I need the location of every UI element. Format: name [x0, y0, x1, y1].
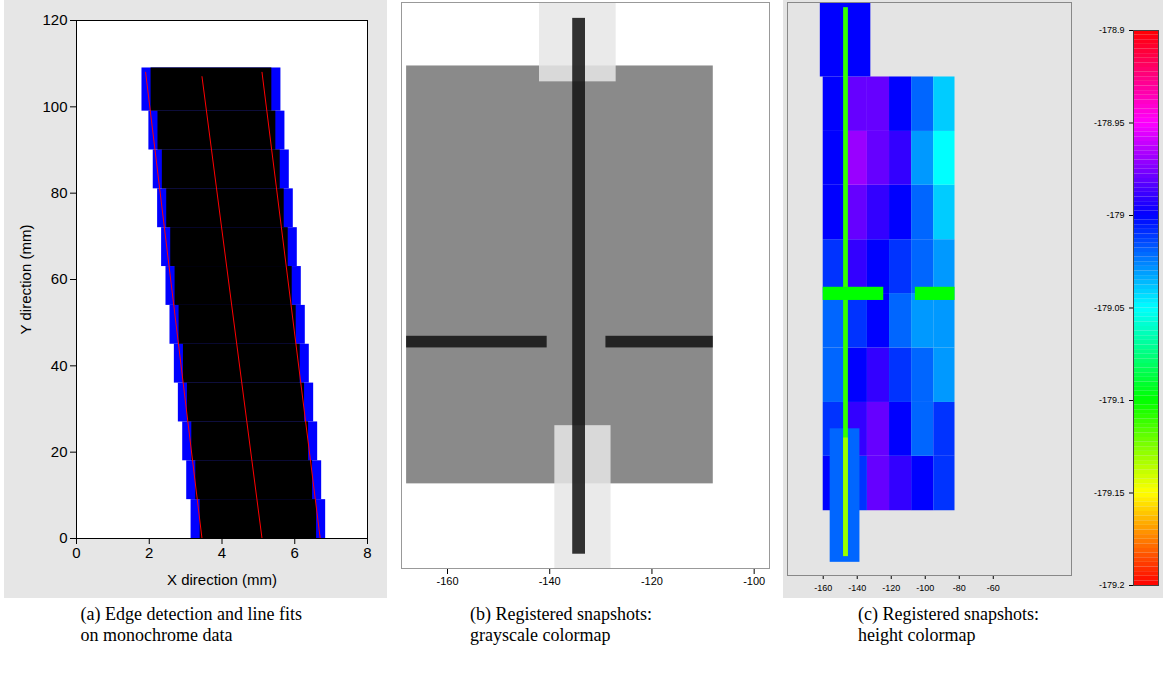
svg-text:100: 100	[42, 98, 67, 115]
svg-text:40: 40	[51, 357, 68, 374]
svg-text:20: 20	[51, 443, 68, 460]
svg-text:6: 6	[291, 544, 299, 561]
svg-text:-140: -140	[848, 583, 866, 593]
svg-text:-140: -140	[539, 575, 561, 587]
svg-text:2: 2	[145, 544, 153, 561]
svg-text:-179: -179	[1106, 210, 1124, 220]
svg-text:80: 80	[51, 184, 68, 201]
svg-text:-178.9: -178.9	[1099, 25, 1125, 35]
html-text:(c) Registered snapshots: heig: (c) Registered snapshots: height colorma…	[858, 604, 1039, 645]
svg-text:-160: -160	[436, 575, 458, 587]
svg-text:-179.2: -179.2	[1099, 580, 1125, 590]
svg-text:120: 120	[42, 11, 67, 28]
svg-text:-120: -120	[882, 583, 900, 593]
svg-text:60: 60	[51, 270, 68, 287]
svg-text:-160: -160	[814, 583, 832, 593]
svg-text:-178.95: -178.95	[1094, 118, 1125, 128]
svg-text:0: 0	[59, 529, 67, 546]
svg-text:-179.15: -179.15	[1094, 488, 1125, 498]
svg-text:Y direction (mm): Y direction (mm)	[17, 225, 34, 335]
svg-text:-60: -60	[987, 583, 1000, 593]
svg-text:-80: -80	[953, 583, 966, 593]
svg-text:-100: -100	[743, 575, 765, 587]
svg-text:-179.1: -179.1	[1099, 395, 1125, 405]
svg-text:-100: -100	[916, 583, 934, 593]
svg-text:-179.05: -179.05	[1094, 303, 1125, 313]
html-text:(b) Registered snapshots: gray: (b) Registered snapshots: grayscale colo…	[470, 604, 652, 645]
svg-text:4: 4	[218, 544, 226, 561]
svg-text:0: 0	[72, 544, 80, 561]
html-text:(a) Edge detection and line fi: (a) Edge detection and line fits on mono…	[80, 604, 302, 645]
svg-text:-120: -120	[641, 575, 663, 587]
svg-text:X direction (mm): X direction (mm)	[167, 571, 277, 588]
svg-text:8: 8	[363, 544, 371, 561]
